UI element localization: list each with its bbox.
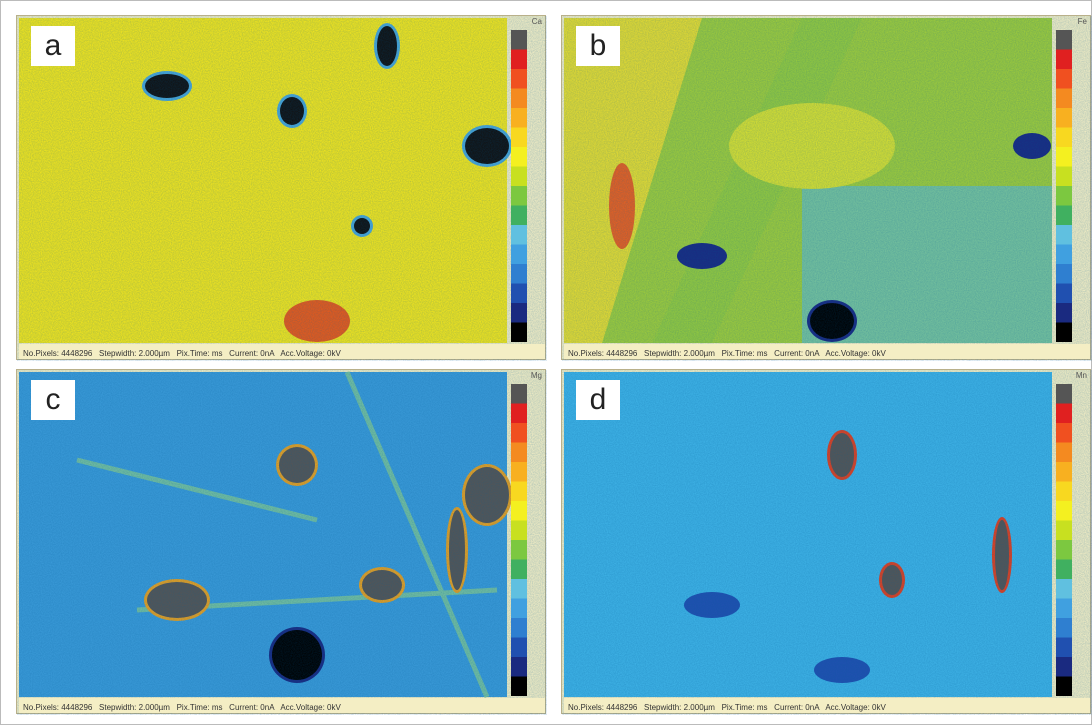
panel-label: b bbox=[576, 26, 620, 66]
map-image bbox=[17, 16, 547, 361]
element-label: Fe bbox=[1078, 17, 1087, 26]
element-label: Ca bbox=[532, 17, 542, 26]
element-label: Mg bbox=[531, 371, 542, 380]
map-image bbox=[562, 370, 1092, 715]
map-image bbox=[562, 16, 1092, 361]
map-panel: c Mg No.Pixels: 4448296 Stepwidth: 2.000µm… bbox=[16, 369, 546, 714]
figure: a Ca No.Pixels: 4448296 Stepwidth: 2.000µm… bbox=[0, 0, 1092, 725]
status-bar: No.Pixels: 4448296 Stepwidth: 2.000µm Pi… bbox=[23, 703, 341, 712]
panel-label: a bbox=[31, 26, 75, 66]
map-panel: d Mn No.Pixels: 4448296 Stepwidth: 2.000µm… bbox=[561, 369, 1091, 714]
panel-label: d bbox=[576, 380, 620, 420]
element-label: Mn bbox=[1076, 371, 1087, 380]
map-panel: a Ca No.Pixels: 4448296 Stepwidth: 2.000µm… bbox=[16, 15, 546, 360]
status-bar: No.Pixels: 4448296 Stepwidth: 2.000µm Pi… bbox=[23, 349, 341, 358]
panel-label: c bbox=[31, 380, 75, 420]
map-image bbox=[17, 370, 547, 715]
status-bar: No.Pixels: 4448296 Stepwidth: 2.000µm Pi… bbox=[568, 703, 886, 712]
status-bar: No.Pixels: 4448296 Stepwidth: 2.000µm Pi… bbox=[568, 349, 886, 358]
map-panel: b Fe No.Pixels: 4448296 Stepwidth: 2.000µm… bbox=[561, 15, 1091, 360]
